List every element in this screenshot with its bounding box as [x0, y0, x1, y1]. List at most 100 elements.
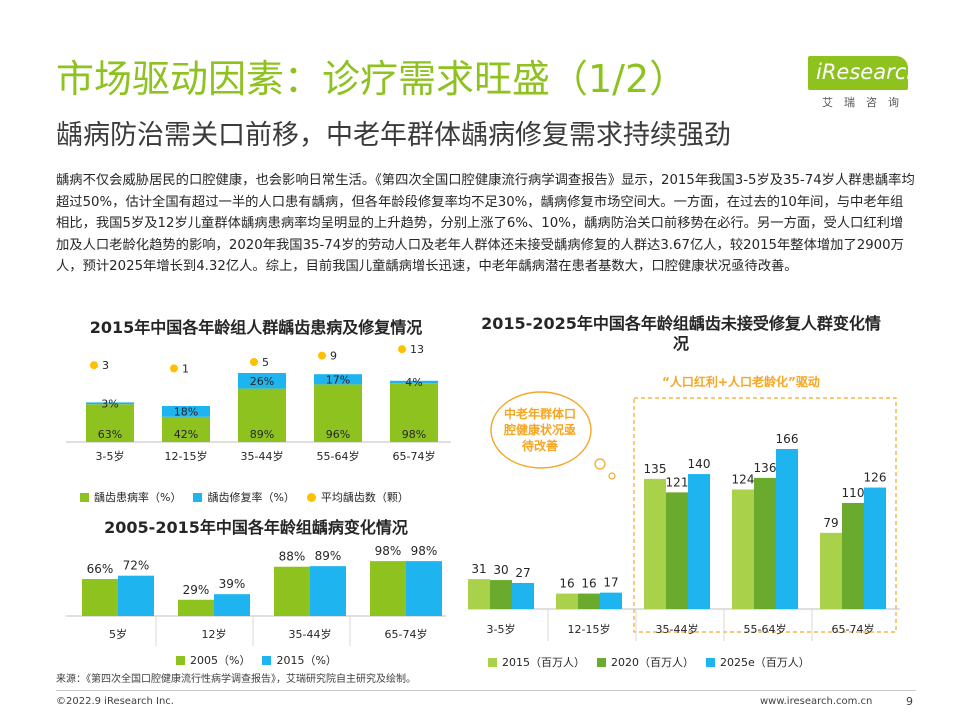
data-label: 88% — [279, 550, 306, 564]
legend-item-avg-caries: 平均龋齿数（颗） — [306, 489, 409, 505]
data-label-avg-caries: 1 — [182, 362, 189, 375]
chart2-plot: 66% 72% 5岁 29% 39% 12岁 88% 89% 35-44岁 98% 98% 65-74… — [66, 544, 446, 646]
data-label: 136 — [754, 461, 777, 475]
data-label-avg-caries: 3 — [102, 359, 109, 372]
data-label-caries-rate: 89% — [250, 428, 274, 441]
dot-avg-caries — [250, 358, 258, 366]
bar-2025e — [776, 449, 798, 609]
bar-2025e — [600, 592, 622, 609]
data-label-avg-caries: 9 — [330, 350, 337, 363]
bar-caries-rate — [162, 416, 210, 442]
chart2-title: 2005-2015年中国各年龄组龋病变化情况 — [104, 518, 408, 537]
x-tick-label: 55-64岁 — [317, 449, 360, 463]
x-tick-label: 3-5岁 — [96, 449, 125, 463]
data-label: 135 — [644, 462, 667, 476]
bar-2005 — [82, 579, 118, 616]
chart2-legend: 2005（%） 2015（%） — [176, 652, 436, 668]
annotation-driver: “人口红利+人口老龄化”驱动 — [662, 375, 820, 389]
x-tick-label: 3-5岁 — [487, 622, 516, 636]
copyright: ©2022.9 iResearch Inc. — [56, 696, 174, 707]
data-label: 66% — [87, 562, 114, 576]
data-label: 79 — [823, 516, 838, 530]
data-label: 166 — [776, 432, 799, 446]
website: www.iresearch.com.cn — [760, 696, 873, 707]
legend-item-2005: 2005（%） — [176, 652, 250, 668]
legend-swatch-blue — [706, 657, 715, 667]
bar-2025e — [688, 474, 710, 609]
logo-subtitle: 艾瑞咨询 — [822, 96, 910, 109]
source-note: 来源：《第四次全国口腔健康流行性病学调查报告》，艾瑞研究院自主研究及绘制。 — [56, 674, 416, 685]
page-subtitle: 龋病防治需关口前移，中老年群体龋病修复需求持续强劲 — [56, 120, 731, 151]
bar-2005 — [370, 561, 406, 616]
chart1-legend: 龋齿患病率（%） 龋齿修复率（%） 平均龋齿数（颗） — [80, 489, 460, 505]
bar-2015 — [644, 478, 666, 609]
legend-label: 2015（%） — [276, 654, 337, 667]
x-tick-label: 65-74岁 — [832, 622, 875, 636]
data-label-caries-rate: 42% — [174, 428, 198, 441]
data-label: 98% — [411, 544, 438, 558]
bar-2025e — [864, 487, 886, 609]
legend-label: 2015（百万人） — [502, 656, 585, 669]
data-label-repair-rate: 18% — [174, 405, 198, 418]
legend-item-2025e: 2025e（百万人） — [706, 654, 810, 670]
bar-repair-rate — [314, 374, 362, 385]
bar-2015 — [310, 566, 346, 616]
data-label: 30 — [493, 563, 508, 577]
data-label: 16 — [559, 577, 574, 591]
x-tick-label: 35-44岁 — [656, 622, 699, 636]
bar-repair-rate — [390, 380, 438, 384]
bar-2020 — [490, 580, 512, 609]
chart3-legend: 2015（百万人） 2020（百万人） 2025e（百万人） — [488, 654, 908, 670]
legend-swatch-blue — [193, 492, 203, 502]
page-number: 9 — [906, 695, 913, 708]
legend-dot-yellow — [306, 492, 316, 502]
bar-2025e — [512, 582, 534, 609]
data-label-avg-caries: 5 — [262, 356, 269, 369]
x-tick-label: 5岁 — [109, 627, 127, 641]
page-title: 市场驱动因素：诊疗需求旺盛（1/2） — [56, 57, 688, 101]
data-label: 39% — [219, 577, 246, 591]
bar-2015 — [214, 594, 250, 616]
x-tick-label: 65-74岁 — [393, 449, 436, 463]
legend-label: 龋齿修复率（%） — [207, 491, 295, 504]
body-paragraph: 龋病不仅会威胁居民的口腔健康，也会影响日常生活。《第四次全国口腔健康流行病学调查… — [56, 173, 915, 274]
data-label-repair-rate: 4% — [405, 376, 422, 389]
bar-2005 — [274, 566, 310, 616]
legend-label: 2025e（百万人） — [720, 656, 810, 669]
legend-swatch-blue — [262, 655, 272, 665]
bar-2005 — [178, 599, 214, 616]
bar-repair-rate — [86, 402, 134, 405]
x-tick-label: 35-44岁 — [241, 449, 284, 463]
legend-item-2020: 2020（百万人） — [597, 654, 694, 670]
data-label: 98% — [375, 544, 402, 558]
data-label: 121 — [666, 475, 689, 489]
data-label-caries-rate: 96% — [326, 428, 350, 441]
legend-label: 2020（百万人） — [611, 656, 694, 669]
data-label: 89% — [315, 549, 342, 563]
x-tick-label: 55-64岁 — [744, 622, 787, 636]
x-tick-label: 65-74岁 — [385, 627, 428, 641]
legend-label: 龋齿患病率（%） — [94, 491, 182, 504]
legend-item-2015: 2015（%） — [262, 652, 337, 668]
x-tick-label: 12-15岁 — [165, 449, 208, 463]
bar-repair-rate — [238, 373, 286, 389]
bar-2020 — [754, 477, 776, 609]
bar-caries-rate — [390, 383, 438, 442]
data-label-repair-rate: 26% — [250, 375, 274, 388]
thought-bubble-dot — [608, 472, 616, 480]
legend-item-2015: 2015（百万人） — [488, 654, 585, 670]
iresearch-logo: iResearch — [808, 56, 920, 90]
data-label: 17 — [603, 576, 618, 590]
legend-item-repair-rate: 龋齿修复率（%） — [193, 489, 295, 505]
bar-2020 — [842, 502, 864, 609]
dot-avg-caries — [90, 361, 98, 370]
data-label: 16 — [581, 577, 596, 591]
bar-2015 — [468, 579, 490, 609]
data-label: 27 — [515, 566, 530, 580]
chart1-title: 2015年中国各年龄组人群龋齿患病及修复情况 — [89, 318, 423, 337]
data-label-caries-rate: 63% — [98, 428, 122, 441]
legend-label: 2005（%） — [190, 654, 251, 667]
footer-divider — [56, 690, 916, 691]
legend-item-caries-rate: 龋齿患病率（%） — [80, 489, 181, 505]
bar-caries-rate — [86, 404, 134, 442]
